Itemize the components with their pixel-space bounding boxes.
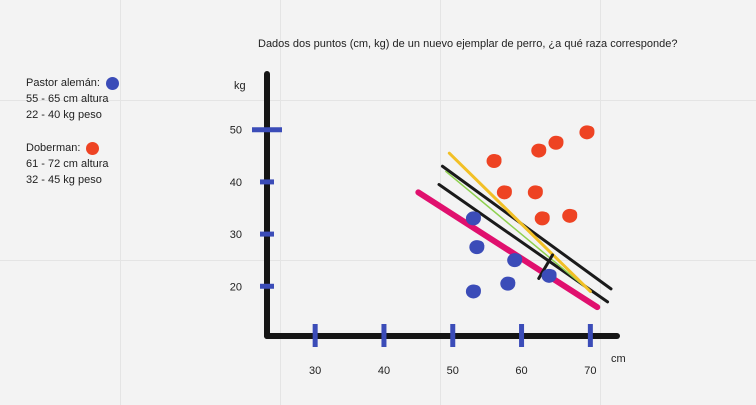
x-tick-label: 30 (309, 365, 321, 377)
legend-entry-doberman: Doberman: (26, 140, 119, 156)
boundary-line-3 (445, 170, 592, 293)
legend-doberman-weight: 32 - 45 kg peso (26, 174, 102, 186)
doberman-point-blob (491, 154, 502, 165)
legend-pastor-weight: 22 - 40 kg peso (26, 109, 102, 121)
x-tick-label: 70 (584, 365, 596, 377)
y-tick-label: 40 (230, 177, 242, 189)
pastor-point-blob (505, 277, 516, 288)
y-tick-label: 30 (230, 229, 242, 241)
y-tick-label: 50 (230, 125, 242, 137)
question-text: Dados dos puntos (cm, kg) de un nuevo ej… (258, 38, 678, 50)
x-tick-label: 40 (378, 365, 390, 377)
legend-pastor-height: 55 - 65 cm altura (26, 93, 109, 105)
doberman-point-blob (539, 211, 550, 222)
legend-label-pastor: Pastor alemán: (26, 77, 100, 89)
doberman-point-blob (532, 185, 543, 196)
legend-entry-pastor: Pastor alemán: (26, 75, 119, 91)
boundary-line-4 (447, 151, 592, 293)
blue-dot-icon (105, 76, 119, 90)
x-tick-label: 50 (447, 365, 459, 377)
doberman-point-blob (536, 144, 547, 155)
legend: Pastor alemán: 55 - 65 cm altura 22 - 40… (26, 75, 119, 188)
x-axis-label: cm (611, 353, 626, 365)
pastor-point-blob (470, 211, 481, 222)
y-axis-label: kg (234, 80, 246, 92)
pastor-point-blob (512, 253, 523, 264)
perpendicular-mark (537, 253, 555, 280)
doberman-point-blob (501, 185, 512, 196)
red-dot-icon (86, 141, 100, 155)
doberman-point-blob (584, 125, 595, 136)
doberman-point-blob (553, 136, 564, 147)
y-tick-label: 20 (230, 281, 242, 293)
pastor-point-blob (546, 269, 557, 280)
boundary-line-0 (415, 189, 601, 311)
pastor-point-blob (474, 240, 485, 251)
x-tick-label: 60 (515, 365, 527, 377)
pastor-point-blob (470, 284, 481, 295)
doberman-point-blob (567, 209, 578, 220)
legend-doberman-height: 61 - 72 cm altura (26, 158, 109, 170)
legend-label-doberman: Doberman: (26, 142, 81, 154)
